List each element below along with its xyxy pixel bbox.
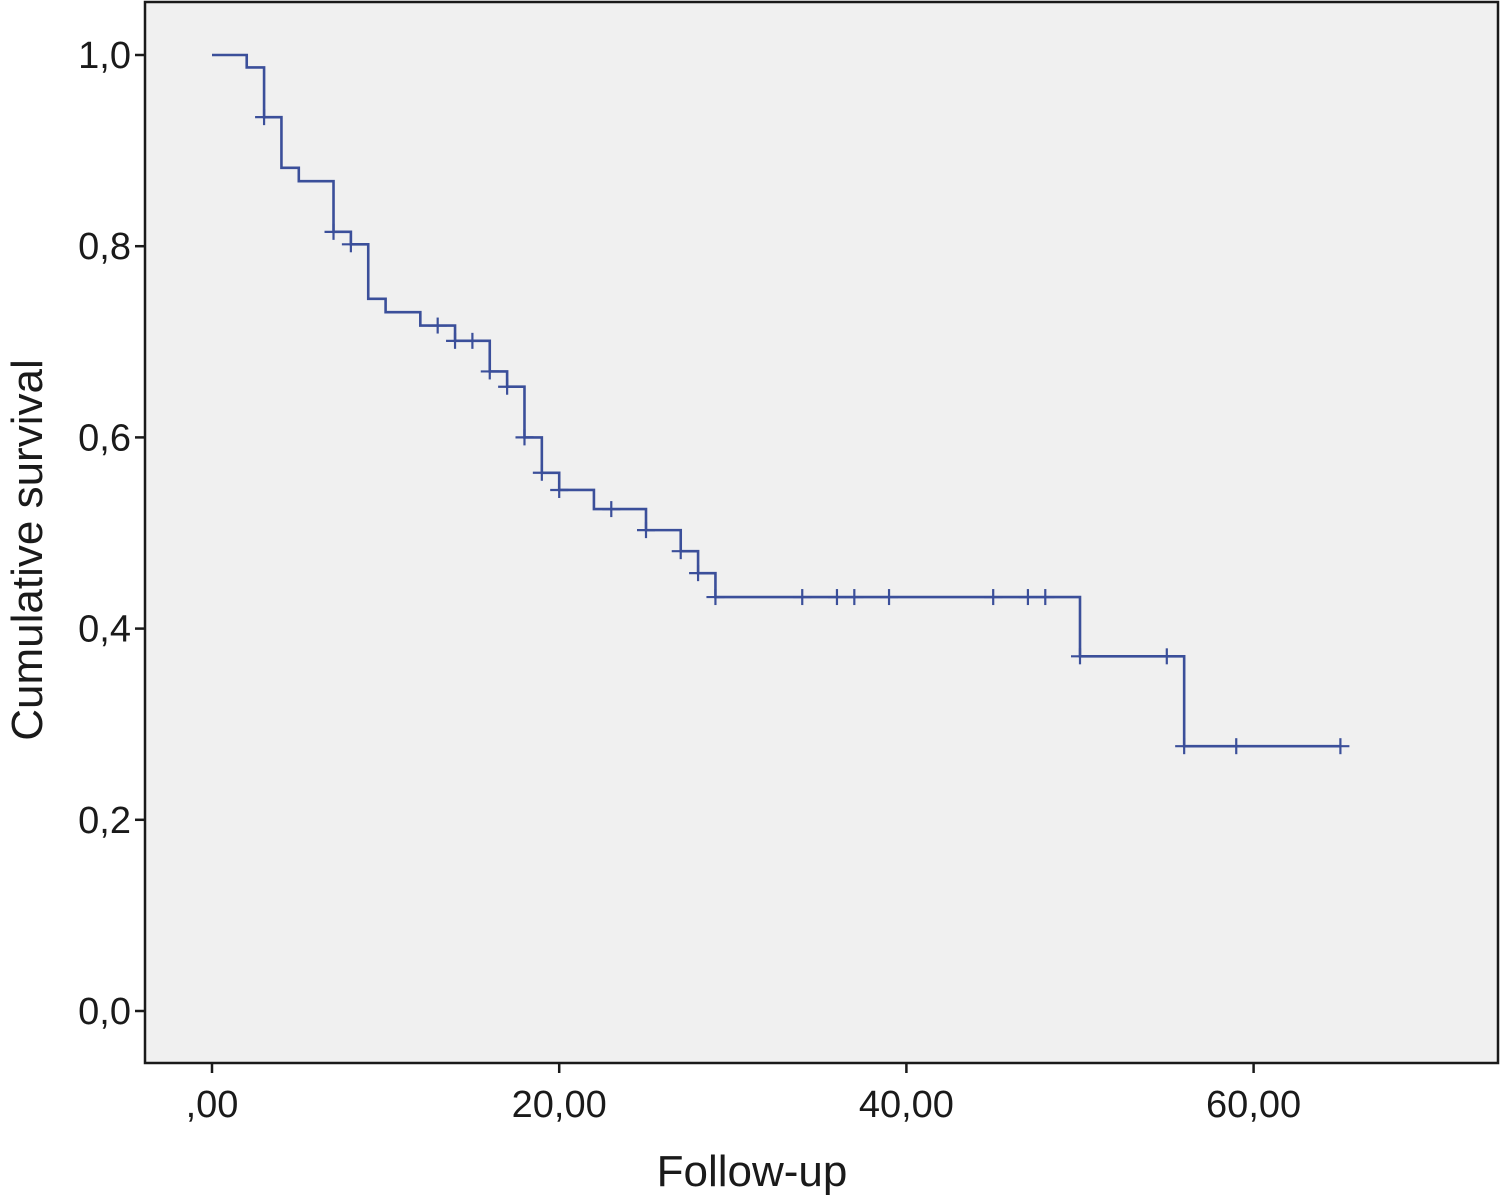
censor-mark [1227, 738, 1246, 755]
censor-mark [1018, 589, 1037, 606]
y-axis-title: Cumulative survival [3, 359, 52, 740]
y-tick-label: 0,6 [78, 417, 131, 459]
censor-mark [845, 589, 864, 606]
censor-mark [671, 543, 690, 560]
censor-mark [689, 565, 708, 582]
censor-mark [1071, 648, 1089, 665]
x-tick-label: 60,00 [1206, 1084, 1301, 1126]
censor-mark [428, 317, 447, 334]
censor-mark [706, 589, 725, 606]
censor-mark [498, 378, 517, 395]
censor-mark [446, 332, 465, 349]
censor-mark [793, 589, 812, 606]
censor-marks [255, 109, 1350, 755]
censor-mark [984, 589, 1003, 606]
censor-mark [1331, 738, 1350, 755]
censor-mark [532, 464, 551, 481]
censor-mark [1157, 648, 1176, 665]
x-axis: ,00 20,00 40,00 60,00 [186, 1063, 1301, 1126]
censor-mark [341, 236, 360, 253]
plot-background [143, 0, 1500, 1065]
y-axis: 0,0 0,2 0,4 0,6 0,8 1,0 [78, 35, 145, 1033]
censor-mark [480, 363, 499, 380]
y-tick-label: 1,0 [78, 35, 131, 77]
x-axis-title: Follow-up [657, 1147, 848, 1196]
y-tick-label: 0,2 [78, 800, 131, 842]
y-tick-label: 0,8 [78, 226, 131, 268]
censor-mark [515, 429, 534, 446]
x-tick-label: 20,00 [512, 1084, 607, 1126]
y-tick-label: 0,4 [78, 609, 131, 651]
censor-mark [827, 589, 846, 606]
x-tick-label: 40,00 [859, 1084, 954, 1126]
censor-mark [637, 522, 655, 539]
censor-mark [1036, 589, 1055, 606]
censor-mark [1175, 738, 1194, 755]
x-tick-label: ,00 [186, 1084, 239, 1126]
censor-mark [463, 332, 482, 349]
censor-mark [324, 223, 343, 240]
censor-mark [550, 481, 569, 498]
censor-mark [255, 109, 274, 126]
censor-mark [880, 589, 899, 606]
censor-mark [602, 501, 621, 518]
y-tick-label: 0,0 [78, 991, 131, 1033]
